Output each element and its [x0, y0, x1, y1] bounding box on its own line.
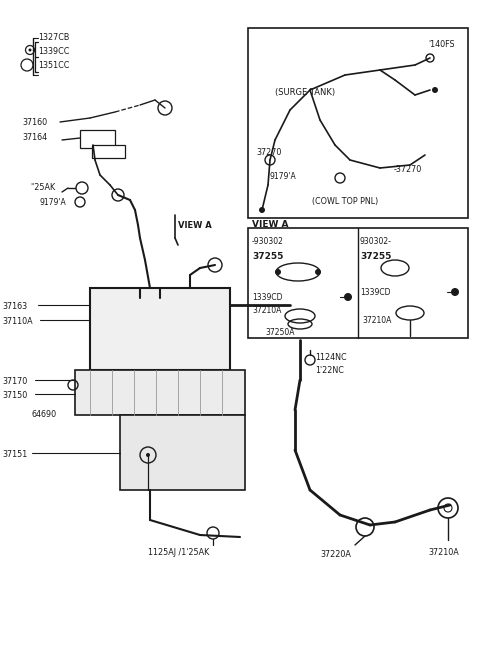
Text: 37250A: 37250A — [265, 328, 295, 337]
Text: -37270: -37270 — [394, 165, 422, 174]
Bar — [75, 370, 245, 415]
Circle shape — [344, 293, 352, 301]
Circle shape — [451, 288, 459, 296]
Text: 1339CD: 1339CD — [360, 288, 391, 297]
Text: 37150: 37150 — [2, 391, 27, 400]
Text: 1'22NC: 1'22NC — [315, 366, 344, 375]
Circle shape — [315, 269, 321, 275]
Text: VIEW A: VIEW A — [252, 220, 288, 229]
Text: 37270: 37270 — [256, 148, 281, 157]
Text: 37210A: 37210A — [362, 316, 391, 325]
Circle shape — [259, 207, 265, 213]
Text: 37220A: 37220A — [320, 550, 351, 559]
Circle shape — [28, 49, 32, 51]
Bar — [120, 415, 245, 490]
Text: 1351CC: 1351CC — [38, 61, 70, 70]
Text: (COWL TOP PNL): (COWL TOP PNL) — [312, 197, 378, 206]
Text: 1339CC: 1339CC — [38, 47, 70, 56]
Text: 1125AJ /1'25AK: 1125AJ /1'25AK — [148, 548, 209, 557]
Text: 37255: 37255 — [360, 252, 391, 261]
Circle shape — [275, 269, 281, 275]
Text: 37170: 37170 — [2, 377, 27, 386]
Text: 37210A: 37210A — [252, 306, 281, 315]
Text: 37160: 37160 — [22, 118, 47, 127]
Text: 37255: 37255 — [252, 252, 283, 261]
Bar — [80, 130, 115, 148]
Text: '140FS: '140FS — [428, 40, 455, 49]
Text: 37163: 37163 — [2, 302, 27, 311]
Bar — [248, 228, 468, 338]
Text: 1339CD: 1339CD — [252, 293, 283, 302]
Bar — [90, 288, 230, 370]
Text: 1124NC: 1124NC — [315, 353, 347, 362]
Text: 37164: 37164 — [22, 133, 47, 142]
Text: 1327CB: 1327CB — [38, 33, 70, 42]
Text: 64690: 64690 — [32, 410, 57, 419]
Text: 37110A: 37110A — [2, 317, 33, 326]
Text: 9179'A: 9179'A — [270, 172, 297, 181]
Text: ''25AK: ''25AK — [30, 183, 55, 192]
Text: (SURGE TANK): (SURGE TANK) — [275, 88, 335, 97]
Text: -930302: -930302 — [252, 237, 284, 246]
Text: 37210A: 37210A — [428, 548, 459, 557]
Text: 37151: 37151 — [2, 450, 27, 459]
Circle shape — [432, 87, 438, 93]
Bar — [248, 28, 468, 218]
Text: 930302-: 930302- — [360, 237, 392, 246]
Text: VIEW A: VIEW A — [178, 221, 212, 230]
Circle shape — [146, 453, 150, 457]
Text: 9179'A: 9179'A — [40, 198, 67, 207]
Bar — [92, 145, 125, 158]
